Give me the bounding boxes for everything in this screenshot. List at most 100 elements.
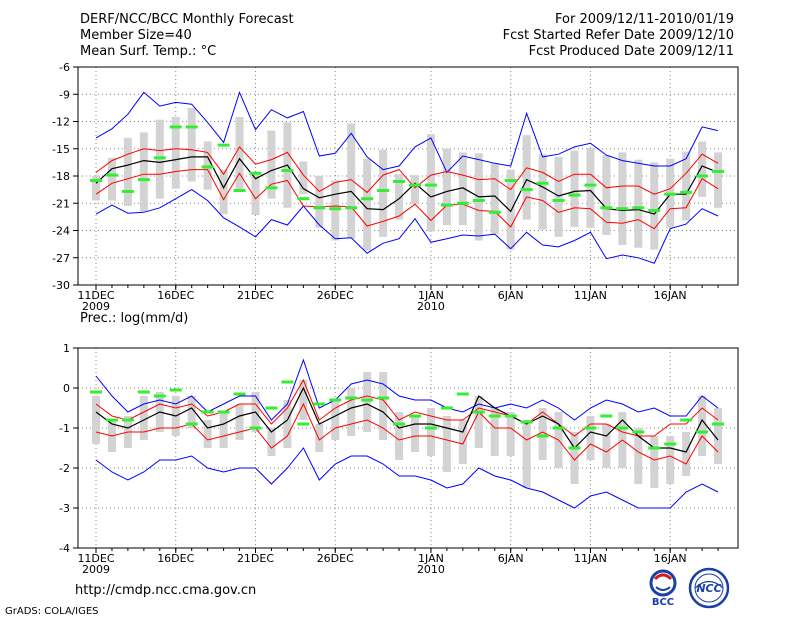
temp-spread-box [395, 174, 404, 220]
temp-spread-box [538, 154, 547, 230]
precip-xtick-year: 2009 [82, 563, 110, 576]
precip-spread-box [203, 420, 212, 448]
temp-ytick-label: -9 [59, 88, 70, 101]
temp-spread-box [602, 155, 611, 236]
temp-spread-box [171, 116, 180, 189]
member-size: Member Size=40 [80, 28, 192, 43]
temp-spread-box [714, 152, 723, 208]
temp-spread-box [379, 149, 388, 237]
temp-ytick-label: -27 [52, 252, 70, 265]
temp-spread-box [650, 162, 659, 250]
precip-frame [77, 347, 739, 549]
temp-panel-title: Mean Surf. Temp.: °C [80, 44, 217, 59]
precip-spread-box [650, 436, 659, 488]
temp-ytick-label: -12 [52, 116, 70, 129]
precip-max-line [95, 358, 719, 421]
produced-date: Fcst Produced Date 2009/12/11 [528, 44, 734, 59]
temp-spread-box [235, 116, 244, 190]
precip-spread-box [235, 404, 244, 440]
precip-spread-box [634, 428, 643, 484]
forecast-period: For 2009/12/11-2010/01/19 [555, 12, 734, 27]
temp-ytick-label: -30 [52, 279, 70, 292]
precip-xtick-label: 11JAN [574, 552, 607, 565]
temp-ytick-label: -6 [59, 61, 70, 74]
temp-xtick-label: 11DEC [77, 289, 114, 302]
precip-spread-box [474, 396, 483, 448]
temp-spread-box [682, 151, 691, 221]
temp-spread-box [315, 176, 324, 228]
temp-ytick-label: -21 [52, 197, 70, 210]
bcc-logo: BCC [642, 567, 684, 608]
precip-spread-box [283, 400, 292, 448]
precip-spread-box [666, 436, 675, 484]
temp-spread-box [442, 148, 451, 226]
precip-xtick-label: 1JAN [418, 552, 444, 565]
precip-spread-box [187, 396, 196, 428]
precip-spread-box [299, 380, 308, 420]
temp-spread-box [490, 163, 499, 235]
temp-ytick-label: -18 [52, 170, 70, 183]
temp-xtick-year: 2010 [417, 300, 445, 313]
temp-xtick-label: 16JAN [654, 289, 687, 302]
precip-ytick-label: -1 [59, 422, 70, 435]
temp-spread-box [123, 137, 132, 206]
temp-spread-box [187, 107, 196, 182]
precip-spread-box [522, 420, 531, 488]
temp-mean-line [95, 156, 719, 215]
header-right: For 2009/12/11-2010/01/19 Fcst Started R… [503, 12, 734, 60]
temp-spread-box [586, 147, 595, 228]
precip-xtick-label: 26DEC [317, 552, 354, 565]
precip-min-line [95, 447, 719, 509]
temp-xtick-label: 21DEC [237, 289, 274, 302]
precip-xtick-label: 21DEC [237, 552, 274, 565]
precip-spread-box [219, 412, 228, 448]
precip-xtick-label: 16DEC [157, 552, 194, 565]
source-url[interactable]: http://cmdp.ncc.cma.gov.cn [75, 583, 257, 598]
temp-min-line [95, 189, 719, 264]
precip-ytick-label: -3 [59, 502, 70, 515]
temp-spread-box [363, 158, 372, 251]
precip-spread-box [267, 428, 276, 456]
precip-xtick-label: 16JAN [654, 552, 687, 565]
precip-spread-box [363, 372, 372, 432]
ncc-logo-label: NCC [696, 582, 721, 595]
temp-upper-line [95, 146, 719, 195]
precip-spread-box [538, 408, 547, 460]
temp-frame [77, 66, 739, 286]
temp-spread-box [618, 152, 627, 246]
temp-spread-box [426, 134, 435, 232]
temp-spread-box [554, 156, 563, 237]
temp-spread-box [506, 169, 515, 250]
ncc-logo: NCC [686, 567, 732, 609]
precip-spread-box [698, 396, 707, 456]
precip-spread-box [315, 424, 324, 452]
precip-spread-box [570, 432, 579, 484]
temp-spread-box [347, 123, 356, 239]
precip-panel-title: Prec.: log(mm/d) [80, 311, 189, 326]
precip-spread-box [682, 432, 691, 476]
precip-spread-box [586, 416, 595, 460]
temp-xtick-label: 26DEC [317, 289, 354, 302]
temp-spread-box [634, 159, 643, 248]
precip-spread-box [426, 408, 435, 456]
precip-spread-box [506, 412, 515, 456]
temp-spread-box [698, 141, 707, 197]
precip-ytick-label: 1 [63, 342, 70, 355]
precip-spread-box [379, 372, 388, 440]
temp-spread-box [522, 135, 531, 220]
precip-spread-box [139, 396, 148, 440]
temp-spread-box [331, 180, 340, 241]
temp-lower-line [95, 169, 719, 230]
temp-spread-box [92, 176, 100, 201]
temp-spread-box [107, 157, 116, 201]
temp-xtick-label: 6JAN [498, 289, 524, 302]
temp-spread-box [570, 150, 579, 227]
temp-xtick-label: 1JAN [418, 289, 444, 302]
precip-xtick-label: 11DEC [77, 552, 114, 565]
precip-ytick-label: -4 [59, 542, 70, 555]
temp-xtick-year: 2009 [82, 300, 110, 313]
precip-spread-box [458, 420, 467, 464]
